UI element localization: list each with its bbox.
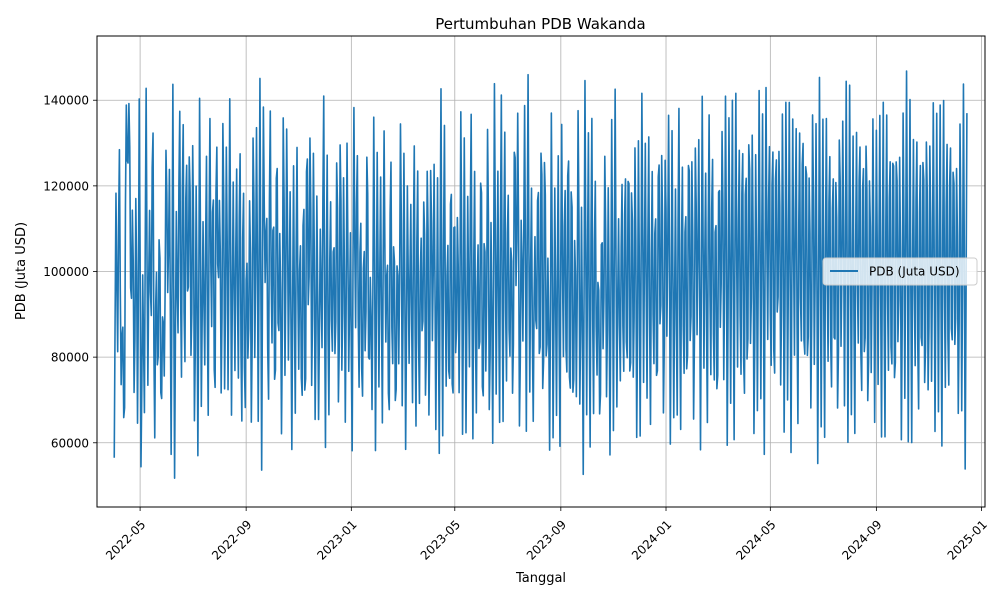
y-tick-label: 120000 [43, 179, 89, 193]
legend: PDB (Juta USD) [822, 257, 978, 286]
y-tick-label: 80000 [51, 351, 89, 365]
series-layer [113, 70, 968, 479]
y-axis-label: PDB (Juta USD) [14, 222, 29, 320]
series-line-pdb [113, 70, 968, 479]
legend-box [822, 257, 978, 286]
plot-area-frame [96, 35, 986, 508]
y-tick-label: 100000 [43, 265, 89, 279]
legend-label: PDB (Juta USD) [869, 265, 960, 279]
y-tick-label: 140000 [43, 94, 89, 108]
x-axis-label: Tanggal [515, 571, 566, 586]
y-tick-label: 60000 [51, 436, 89, 450]
chart-title: Pertumbuhan PDB Wakanda [435, 15, 645, 33]
